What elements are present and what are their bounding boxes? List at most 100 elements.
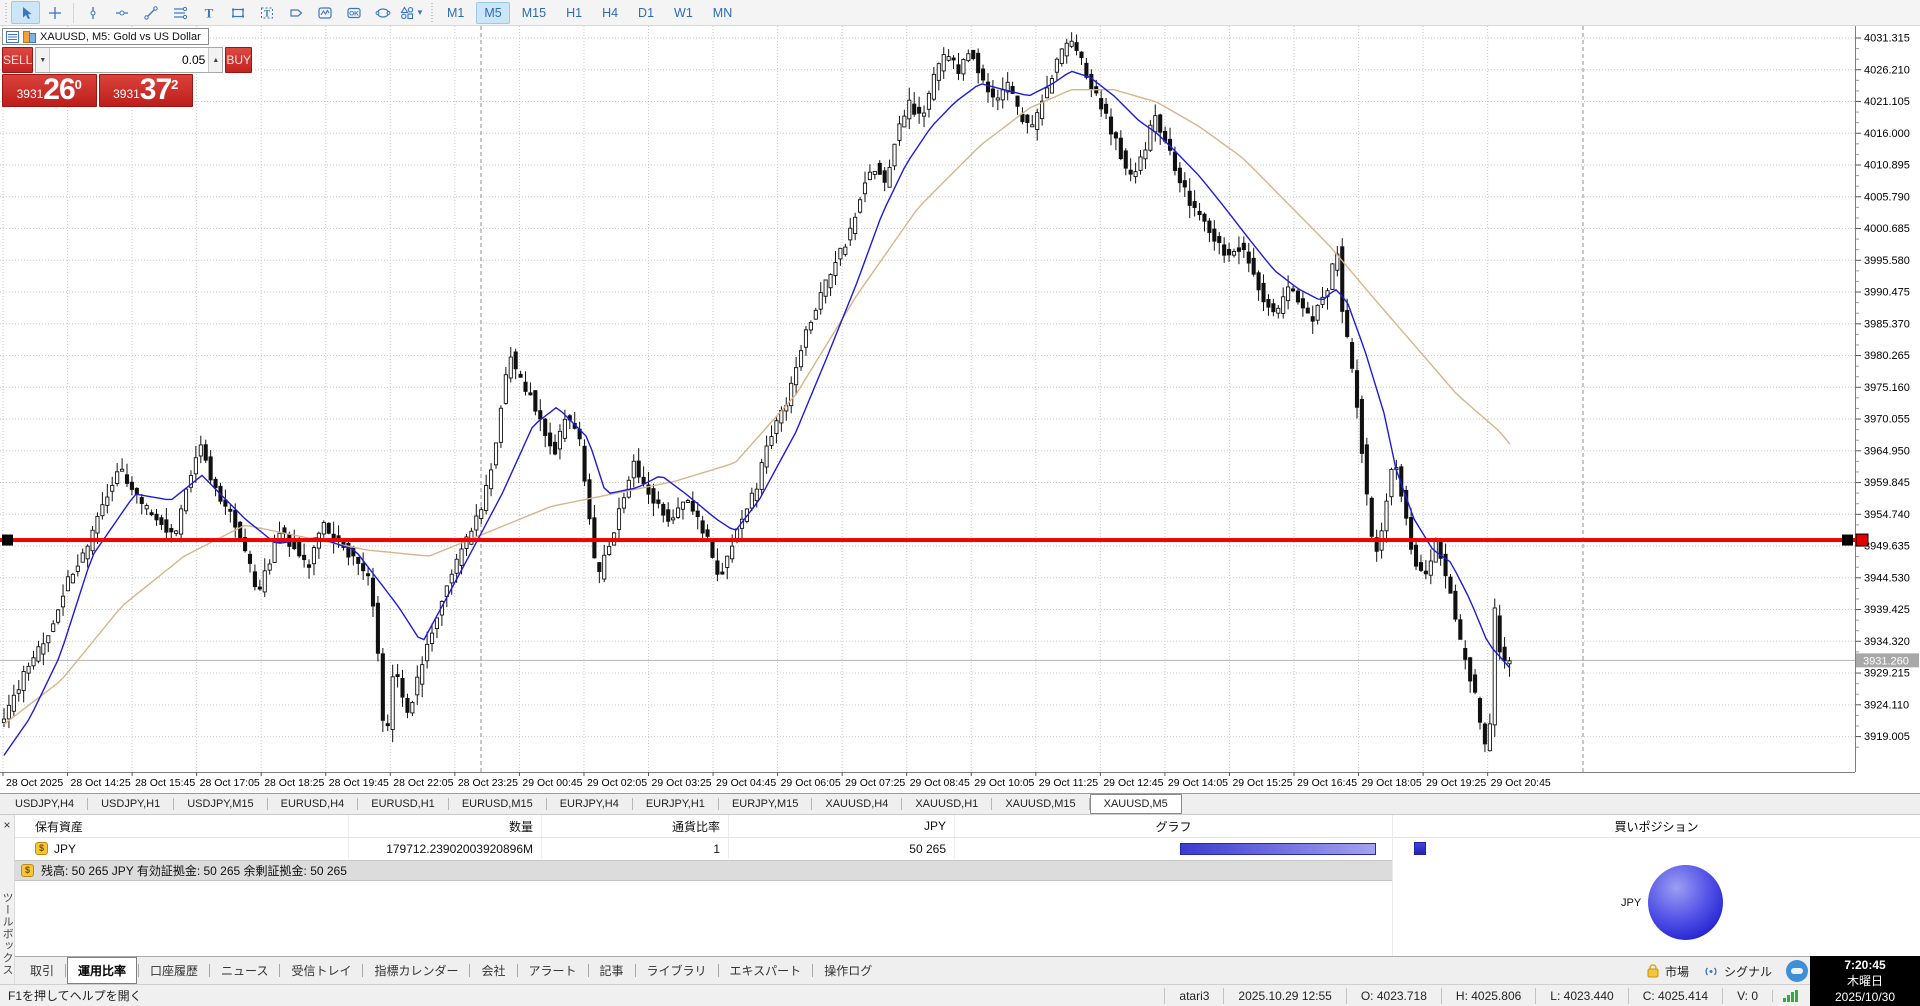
buy-price-display[interactable]: 3931 37 2 (98, 74, 193, 107)
chart-tab-xauusd-m5[interactable]: XAUUSD,M5 (1089, 793, 1182, 814)
chart-tab-eurusd-m15[interactable]: EURUSD,M15 (461, 798, 533, 810)
time-axis-label: 28 Oct 19:45 (329, 777, 389, 789)
toolbox-tab-9[interactable]: ライブラリ (646, 964, 707, 978)
time-axis-label: 29 Oct 00:45 (522, 777, 582, 789)
rectangle-tool[interactable] (223, 1, 252, 24)
candlestick-chart[interactable]: 4031.315 4026.210 4021.105 4016.000 4010.895… (0, 26, 1920, 793)
toolbox-tab-3[interactable]: ニュース (221, 964, 269, 978)
horizontal-line-tool[interactable] (107, 1, 136, 24)
candle-body (1020, 113, 1025, 123)
toolbox-tab-2[interactable]: 口座履歴 (150, 964, 199, 978)
timeframe-m15[interactable]: M15 (521, 5, 547, 20)
toolbox-tab-7[interactable]: アラート (528, 964, 577, 978)
tab-separator (209, 964, 211, 977)
chart-tab-eurjpy-m15[interactable]: EURJPY,M15 (731, 798, 799, 810)
volume-input[interactable] (50, 48, 209, 72)
ellipse-tool[interactable] (368, 1, 397, 24)
depth-of-market-icon (23, 30, 36, 43)
chart-tab-usdjpy-m15[interactable]: USDJPY,M15 (187, 798, 254, 810)
toolbox-tab-8[interactable]: 記事 (599, 964, 624, 978)
column-header-1[interactable]: 保有資産 (15, 815, 349, 837)
toolbox-tab-6[interactable]: 会社 (481, 964, 506, 978)
candle-body (823, 279, 828, 297)
time-axis-label: 28 Oct 17:05 (200, 777, 260, 789)
candle-body (951, 57, 956, 61)
candle-body (1000, 89, 1005, 101)
column-header-5[interactable]: グラフ (1155, 819, 1192, 834)
fast-ma-line[interactable] (3, 70, 1511, 756)
timeframe-w1[interactable]: W1 (674, 5, 693, 20)
toolbox-tab-1[interactable]: 運用比率 (67, 957, 138, 984)
buy-button[interactable]: BUY (225, 47, 253, 73)
candle-body (346, 542, 351, 558)
asset-row-jpy[interactable]: $ JPY 179712.23902003920896M 1 50 265 (15, 838, 1392, 859)
objects-dropdown-tool[interactable]: ▼ (397, 1, 426, 24)
equidistant-channel-tool[interactable] (165, 1, 194, 24)
text-label-tool[interactable]: T (252, 1, 281, 24)
toolbar-grip-2[interactable] (428, 2, 435, 23)
volume-decrease-button[interactable]: ▼ (36, 48, 51, 72)
timeframe-mn[interactable]: MN (712, 5, 733, 20)
price-axis-label: 4000.685 (1864, 223, 1910, 235)
candle-body (926, 92, 932, 110)
chart-tab-xauusd-h1[interactable]: XAUUSD,H1 (915, 798, 979, 810)
hline-handle-left[interactable] (2, 534, 13, 546)
candle-body (311, 547, 317, 565)
indicator-tool[interactable] (310, 1, 339, 24)
candle-body (1458, 619, 1463, 640)
sell-button[interactable]: SELL (2, 47, 34, 73)
cursor-tool[interactable] (11, 1, 40, 24)
toolbox-tab-5[interactable]: 指標カレンダー (374, 964, 459, 978)
vertical-line-tool[interactable] (78, 1, 107, 24)
sell-price-display[interactable]: 3931 26 0 (2, 74, 97, 107)
signal-button[interactable]: シグナル (1703, 963, 1772, 980)
timeframe-m5[interactable]: M5 (476, 1, 510, 24)
toolbox-tab-4[interactable]: 受信トレイ (291, 964, 352, 978)
balance-text: 残高: 50 265 JPY 有効証拠金: 50 265 余剰証拠金: 50 2… (41, 864, 347, 878)
slow-ma-line[interactable] (3, 89, 1511, 725)
timeframe-m1[interactable]: M1 (447, 5, 465, 20)
toolbox-tab-0[interactable]: 取引 (30, 964, 55, 978)
toolbox-tab-11[interactable]: 操作ログ (824, 964, 873, 978)
chart-tab-eurjpy-h1[interactable]: EURJPY,H1 (645, 798, 705, 810)
chart-tab-xauusd-m15[interactable]: XAUUSD,M15 (1005, 798, 1076, 810)
candle-body (1202, 213, 1207, 222)
timeframe-h4[interactable]: H4 (602, 5, 619, 20)
toolbar-grip[interactable] (2, 2, 9, 23)
text-tool[interactable]: T (194, 1, 223, 24)
column-header-2[interactable]: 数量 (349, 815, 542, 837)
close-toolbox-button[interactable]: × (3, 818, 11, 832)
timeframe-h1[interactable]: H1 (566, 5, 583, 20)
toolbox-tab-10[interactable]: エキスパート (729, 964, 802, 978)
hline-handle-right[interactable] (1842, 534, 1853, 546)
time-axis-label: 29 Oct 02:05 (587, 777, 647, 789)
chart-tab-xauusd-h4[interactable]: XAUUSD,H4 (825, 798, 889, 810)
candle-body (607, 545, 612, 556)
trendline-tool[interactable] (136, 1, 165, 24)
tab-separator (357, 798, 359, 810)
sell-price-base: 3931 (16, 87, 44, 101)
expert-ok-tool[interactable]: OK (339, 1, 368, 24)
chart-tab-usdjpy-h1[interactable]: USDJPY,H1 (101, 798, 161, 810)
price-label-tool[interactable] (281, 1, 310, 24)
clock-time: 7:20:45 (1844, 958, 1886, 972)
volume-increase-button[interactable]: ▲ (208, 48, 223, 72)
candle-body (1340, 246, 1345, 312)
candle-body (671, 517, 676, 521)
candle-body (990, 88, 995, 98)
crosshair-tool[interactable] (40, 1, 69, 24)
chart-tab-eurusd-h4[interactable]: EURUSD,H4 (280, 798, 345, 810)
candle-body (1266, 299, 1271, 308)
column-header-3[interactable]: 通貨比率 (542, 815, 729, 837)
red-horizontal-line[interactable] (0, 538, 1855, 543)
chart-tab-eurusd-h1[interactable]: EURUSD,H1 (371, 798, 435, 810)
candle-body (1246, 251, 1251, 264)
column-header-4[interactable]: JPY (729, 815, 955, 837)
chart-tab-usdjpy-h4[interactable]: USDJPY,H4 (15, 798, 75, 810)
chat-icon[interactable] (1786, 960, 1808, 982)
tab-separator (1088, 798, 1090, 810)
timeframe-d1[interactable]: D1 (638, 5, 655, 20)
chart-tab-eurjpy-h4[interactable]: EURJPY,H4 (559, 798, 619, 810)
balance-line: $ 残高: 50 265 JPY 有効証拠金: 50 265 余剰証拠金: 50… (15, 860, 1392, 881)
market-button[interactable]: 市場 (1646, 963, 1689, 980)
